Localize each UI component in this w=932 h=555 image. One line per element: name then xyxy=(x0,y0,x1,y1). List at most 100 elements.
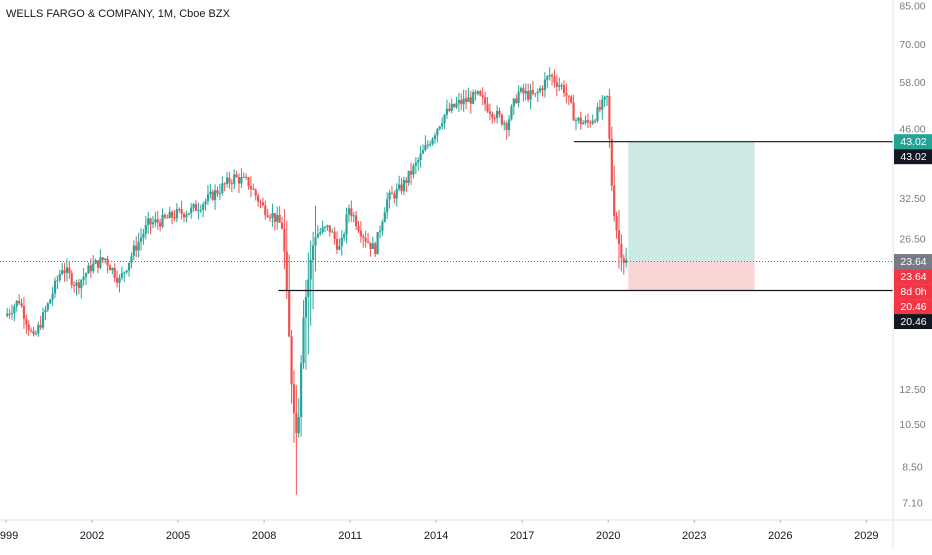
candle-body xyxy=(266,215,269,217)
candle-body xyxy=(101,257,104,261)
candle-body xyxy=(555,82,558,87)
candle-body xyxy=(302,317,305,364)
candle-body xyxy=(395,188,398,199)
candle-body xyxy=(321,227,324,233)
candle-body xyxy=(82,276,85,280)
candle-body xyxy=(338,246,341,250)
price-tick-label: 7.10 xyxy=(902,497,923,509)
candle-body xyxy=(524,90,527,94)
candle-body xyxy=(441,123,444,127)
candle-body xyxy=(510,106,513,120)
candle-body xyxy=(300,363,303,418)
candle-body xyxy=(584,120,587,123)
candle-body xyxy=(407,170,410,183)
candle-body xyxy=(436,128,439,136)
candle-body xyxy=(534,93,537,95)
candle-body xyxy=(350,208,353,216)
candle-body xyxy=(68,267,71,274)
candle-body xyxy=(460,99,463,105)
candle-body xyxy=(340,237,343,247)
time-tick-label: 2005 xyxy=(166,530,190,542)
stop-tag-label: 20.46 xyxy=(894,299,932,315)
candle-body xyxy=(472,92,475,104)
candle-body xyxy=(87,265,90,274)
candle-body xyxy=(393,194,396,199)
candle-body xyxy=(225,177,229,184)
candle-body xyxy=(333,231,336,240)
candle-body xyxy=(335,239,339,250)
candle-body xyxy=(326,225,329,227)
candle-body xyxy=(507,119,511,131)
candle-body xyxy=(44,309,47,313)
price-tag-text: 8d 0h xyxy=(900,286,926,298)
candle-body xyxy=(610,138,613,186)
candle-body xyxy=(190,207,193,214)
time-tick-label: 1999 xyxy=(0,530,18,542)
candle-body xyxy=(519,88,523,92)
candle-body xyxy=(187,213,190,215)
price-tick-label: 26.50 xyxy=(899,234,925,246)
candle-body xyxy=(462,98,465,105)
time-tick-label: 2020 xyxy=(596,530,620,542)
candle-body xyxy=(426,144,429,146)
candle-body xyxy=(314,237,317,246)
candle-body xyxy=(598,107,601,110)
candle-body xyxy=(579,117,582,125)
candle-body xyxy=(355,215,358,227)
candle-body xyxy=(268,216,272,218)
candle-body xyxy=(577,117,580,121)
loss-zone[interactable] xyxy=(628,261,755,291)
candle-body xyxy=(61,270,64,275)
candle-body xyxy=(613,185,616,217)
candle-body xyxy=(233,174,236,184)
candle-body xyxy=(419,153,422,161)
candle-body xyxy=(503,123,506,125)
time-tick-label: 2014 xyxy=(424,530,448,542)
candle-body xyxy=(257,195,260,202)
candle-body xyxy=(25,318,28,325)
candle-body xyxy=(259,201,262,203)
candle-body xyxy=(13,306,16,314)
candle-body xyxy=(352,215,355,217)
candle-body xyxy=(615,216,618,231)
candle-body xyxy=(400,184,403,192)
candle-body xyxy=(491,113,494,118)
candle-body xyxy=(498,110,501,115)
candle-body xyxy=(163,214,167,218)
candle-body xyxy=(596,107,599,121)
time-tick-label: 2026 xyxy=(768,530,792,542)
candle-body xyxy=(536,91,539,94)
candle-body xyxy=(139,237,143,242)
candle-body xyxy=(290,336,293,385)
profit-zone[interactable] xyxy=(628,141,755,262)
candle-body xyxy=(218,192,221,194)
price-tag-bg xyxy=(894,284,932,300)
candle-body xyxy=(204,201,207,205)
candle-body xyxy=(228,177,231,184)
candle-body xyxy=(469,97,472,104)
price-tick-label: 8.50 xyxy=(902,461,923,473)
candle-body xyxy=(443,114,446,124)
candle-body xyxy=(292,384,296,413)
candle-body xyxy=(438,126,441,129)
candle-body xyxy=(6,313,9,317)
candle-body xyxy=(116,277,119,283)
price-tick-label: 10.50 xyxy=(899,419,925,431)
candle-body xyxy=(46,303,49,310)
candle-body xyxy=(32,331,35,334)
time-tick-label: 2029 xyxy=(854,530,878,542)
candle-body xyxy=(371,243,374,250)
position-zones xyxy=(628,141,755,291)
candle-body xyxy=(369,242,372,250)
time-tick-label: 2008 xyxy=(252,530,276,542)
candle-body xyxy=(567,95,570,97)
candle-body xyxy=(96,260,100,268)
time-tick-label: 2023 xyxy=(682,530,706,542)
candle-body xyxy=(80,279,83,289)
candle-body xyxy=(216,190,219,194)
candle-body xyxy=(8,313,11,315)
candle-body xyxy=(249,186,253,189)
candle-body xyxy=(309,259,312,280)
